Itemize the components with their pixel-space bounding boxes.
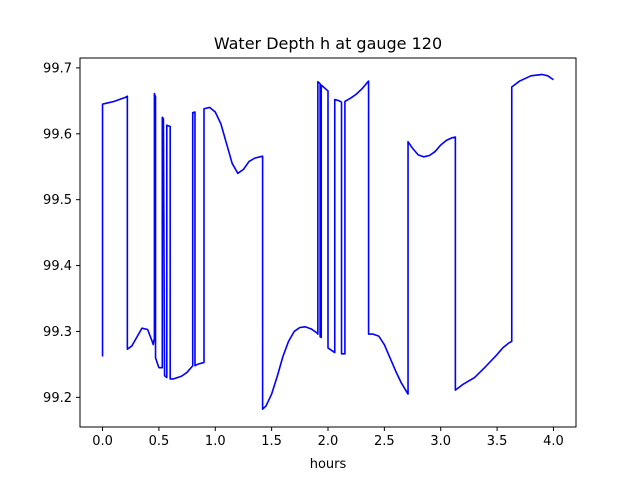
x-axis-label: hours <box>310 457 347 472</box>
x-axis: 0.0 0.5 1.0 1.5 2.0 2.5 3.0 3.5 4.0 <box>92 427 564 449</box>
y-tick-label: 99.2 <box>43 391 72 406</box>
y-tick-label: 99.5 <box>43 193 72 208</box>
y-tick-label: 99.3 <box>43 325 72 340</box>
x-tick-label: 2.0 <box>318 434 339 449</box>
y-axis: 99.2 99.3 99.4 99.5 99.6 99.7 <box>43 61 80 406</box>
x-tick-label: 3.5 <box>487 434 508 449</box>
x-tick-label: 0.0 <box>92 434 113 449</box>
y-tick-label: 99.6 <box>43 127 72 142</box>
x-tick-label: 1.5 <box>261 434 282 449</box>
y-tick-label: 99.7 <box>43 61 72 76</box>
series-line-1 <box>101 73 554 411</box>
x-tick-label: 0.5 <box>149 434 170 449</box>
chart-title: Water Depth h at gauge 120 <box>214 34 442 53</box>
y-tick-label: 99.4 <box>43 259 72 274</box>
x-tick-label: 2.5 <box>374 434 395 449</box>
x-tick-label: 4.0 <box>543 434 564 449</box>
plot-area <box>101 73 554 411</box>
x-tick-label: 1.0 <box>205 434 226 449</box>
x-tick-label: 3.0 <box>430 434 451 449</box>
